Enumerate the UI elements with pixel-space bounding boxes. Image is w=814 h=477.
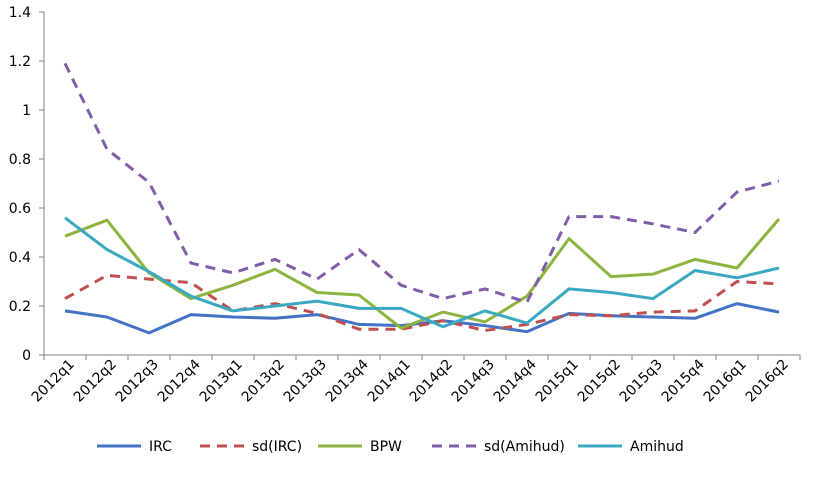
x-tick-label: 2015q1 <box>533 357 582 406</box>
legend-label: sd(Amihud) <box>484 439 565 455</box>
x-tick-label: 2013q3 <box>281 357 330 406</box>
x-tick-label: 2012q1 <box>29 357 78 406</box>
x-tick-label: 2016q1 <box>701 357 750 406</box>
legend-label: BPW <box>370 439 402 455</box>
legend-label: IRC <box>149 439 172 455</box>
y-tick-label: 1.4 <box>9 5 31 21</box>
y-tick-label: 0.2 <box>9 299 31 315</box>
y-tick-label: 0 <box>22 348 31 364</box>
y-tick-label: 1.2 <box>9 54 31 70</box>
y-tick-label: 1 <box>22 103 31 119</box>
x-tick-label: 2013q4 <box>323 356 372 405</box>
x-tick-label: 2013q1 <box>197 357 246 406</box>
series-lines <box>63 62 781 335</box>
legend-label: Amihud <box>630 439 684 455</box>
series-line-amihud <box>64 216 780 329</box>
series-line-sd-amihud <box>63 62 780 304</box>
y-axis-ticks: 0 0.2 0.4 0.6 0.8 1 1.2 1.4 <box>9 5 44 364</box>
x-tick-label: 2014q4 <box>491 356 540 405</box>
y-tick-label: 0.6 <box>9 201 31 217</box>
x-tick-label: 2012q3 <box>113 357 162 406</box>
legend-label: sd(IRC) <box>252 439 302 455</box>
x-tick-label: 2015q4 <box>659 356 708 405</box>
x-tick-label: 2014q1 <box>365 357 414 406</box>
x-tick-label: 2014q3 <box>449 357 498 406</box>
legend: IRC sd(IRC) BPW sd(Amihud) Amihud <box>97 439 684 455</box>
series-line-bpw <box>64 218 781 330</box>
x-tick-label: 2013q2 <box>239 357 288 406</box>
series-line-irc <box>64 302 780 335</box>
x-axis-ticks: 2012q12012q22012q32012q42013q12013q22013… <box>29 355 801 406</box>
y-tick-label: 0.8 <box>9 152 31 168</box>
x-tick-label: 2014q2 <box>407 357 456 406</box>
x-tick-label: 2016q2 <box>743 357 792 406</box>
x-tick-label: 2015q3 <box>617 357 666 406</box>
x-tick-label: 2012q4 <box>155 356 204 405</box>
x-tick-label: 2012q2 <box>71 357 120 406</box>
axes <box>43 12 800 356</box>
x-tick-label: 2015q2 <box>575 357 624 406</box>
series-line-sd-irc <box>64 273 780 332</box>
y-tick-label: 0.4 <box>9 250 31 266</box>
